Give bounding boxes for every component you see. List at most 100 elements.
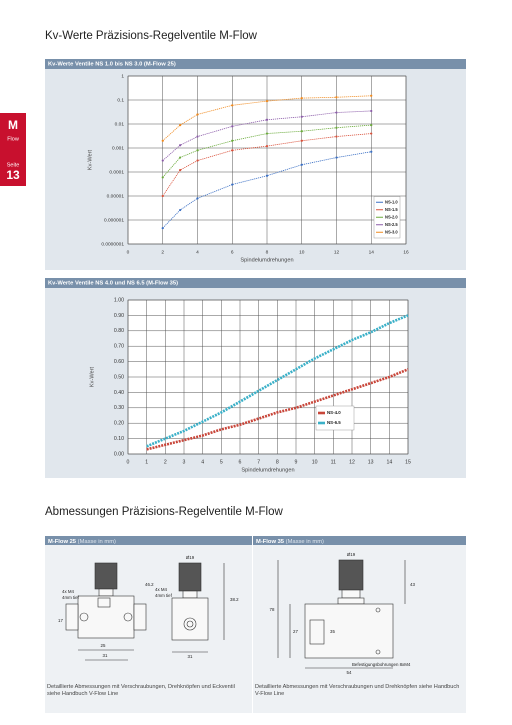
page-title: Kv-Werte Präzisions-Regelventile M-Flow [45, 30, 258, 42]
dimension-label: 54 [347, 670, 352, 675]
y-tick-label: 0.0000001 [101, 241, 124, 247]
data-point [231, 183, 234, 186]
drawing-caption: Detaillierte Abmessungen mit Verschraubu… [47, 684, 235, 697]
x-tick-label: 7 [257, 459, 260, 465]
x-tick-label: 13 [368, 459, 374, 465]
y-tick-label: 0.80 [114, 328, 124, 334]
data-point [370, 132, 373, 135]
data-point [196, 113, 199, 116]
x-tick-label: 12 [349, 459, 355, 465]
data-point [179, 144, 182, 147]
x-tick-label: 10 [299, 249, 305, 255]
legend-label: NS-2.0 [385, 214, 398, 219]
y-tick-label: 0.60 [114, 359, 124, 365]
x-tick-label: 16 [403, 249, 409, 255]
data-point [196, 135, 199, 138]
valve-drawing-35 [277, 559, 406, 669]
legend-label: NS-2.5 [385, 222, 398, 227]
dimension-label: 17 [58, 618, 63, 623]
x-axis-title: Spindelumdrehungen [240, 257, 293, 263]
data-point [300, 139, 303, 142]
data-point [161, 176, 164, 179]
data-point [335, 156, 338, 159]
series-line [146, 368, 409, 451]
y-tick-label: 0.1 [117, 97, 124, 103]
y-tick-label: 0.01 [115, 121, 125, 127]
x-tick-label: 0 [127, 459, 130, 465]
dimension-label: 46.2 [145, 582, 154, 587]
data-point [265, 118, 269, 121]
x-tick-label: 1 [145, 459, 148, 465]
valve-drawing-25 [65, 562, 225, 661]
legend-box [315, 405, 355, 431]
dimension-label: Ø19 [347, 552, 356, 557]
data-point [161, 226, 164, 230]
series-line [146, 314, 409, 448]
x-tick-label: 0 [127, 249, 130, 255]
y-tick-label: 1 [121, 73, 124, 79]
y-tick-label: 0.70 [114, 344, 124, 350]
x-tick-label: 11 [331, 459, 336, 465]
series-line [162, 110, 372, 161]
tab-page-label: Seite [7, 162, 20, 168]
data-point [231, 149, 234, 152]
series-line [162, 124, 372, 178]
dimension-label: 31 [103, 653, 108, 658]
x-tick-label: 2 [164, 459, 167, 465]
data-point [265, 174, 269, 177]
data-point [300, 130, 303, 133]
x-tick-label: 4 [196, 249, 199, 255]
series-line [162, 95, 372, 142]
x-tick-label: 5 [220, 459, 223, 465]
x-tick-label: 14 [386, 459, 392, 465]
dimension-label: 4mm tief [62, 595, 80, 600]
x-axis-title: Spindelumdrehungen [241, 467, 294, 473]
y-axis-title: Kv-Wert [87, 150, 93, 171]
data-point [370, 109, 373, 113]
data-point [335, 126, 338, 129]
series-line [162, 133, 372, 197]
y-tick-label: 0.00001 [107, 193, 125, 199]
data-point [370, 150, 373, 153]
dimension-label: 4x M4 [155, 587, 168, 592]
tab-page-number: 13 [6, 168, 20, 182]
x-tick-label: 15 [405, 459, 411, 465]
data-point [179, 123, 182, 127]
data-point [161, 194, 164, 198]
data-point [300, 96, 303, 100]
y-tick-label: 0.30 [114, 405, 124, 411]
drawing-title: M-Flow 25 (Masse in mm) [48, 539, 116, 545]
data-point [300, 115, 303, 118]
data-point [265, 99, 269, 103]
x-tick-label: 2 [161, 249, 164, 255]
dimension-label: 27 [293, 629, 298, 634]
legend-label: NS-4.0 [327, 410, 341, 415]
x-tick-label: 9 [295, 459, 298, 465]
y-tick-label: 0.90 [114, 313, 124, 319]
drawing-header [45, 536, 252, 545]
dimension-label: 4mm tief [155, 593, 173, 598]
x-tick-label: 8 [266, 249, 269, 255]
dimension-label: 43 [410, 582, 415, 587]
y-tick-label: 0.00 [114, 451, 124, 457]
y-tick-label: 0.001 [112, 145, 124, 151]
x-tick-label: 8 [276, 459, 279, 465]
data-point [370, 94, 373, 97]
data-point [265, 144, 269, 148]
dimension-label: 78 [270, 607, 275, 612]
y-axis-title: Kv-Wert [89, 367, 95, 388]
x-tick-label: 10 [312, 459, 318, 465]
side-tab [0, 113, 26, 186]
dimension-label: 38.2 [230, 597, 239, 602]
y-tick-label: 0.20 [114, 421, 124, 427]
drawing-title: M-Flow 35 (Masse in mm) [256, 539, 324, 545]
section-title: Abmessungen Präzisions-Regelventile M-Fl… [45, 506, 283, 518]
chart-title: Kv-Werte Ventile NS 1.0 bis NS 3.0 (M-Fl… [48, 62, 176, 68]
tab-product-sub: Flow [7, 136, 19, 142]
dimension-label: 4x M4 [62, 589, 75, 594]
x-tick-label: 12 [334, 249, 340, 255]
data-point [179, 208, 182, 212]
x-tick-label: 3 [183, 459, 186, 465]
